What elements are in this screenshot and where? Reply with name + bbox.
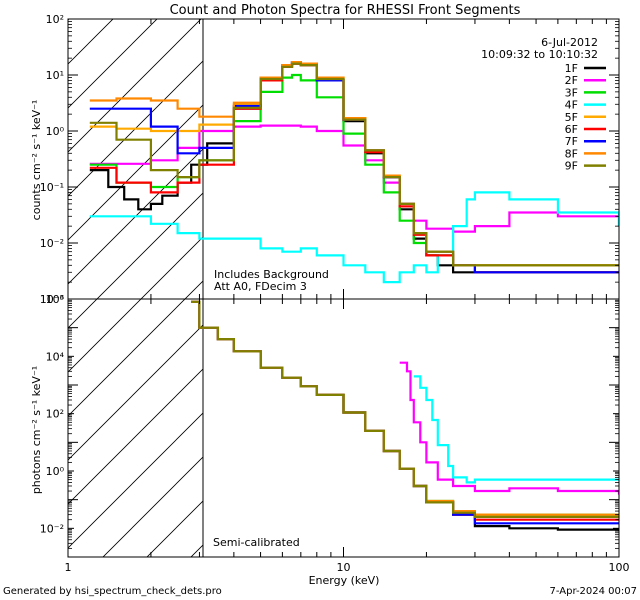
y-tick-label: 10⁻² (40, 237, 64, 250)
y-tick-label: 10⁻² (40, 522, 64, 535)
legend-label-4F: 4F (565, 99, 578, 112)
y-tick-label: 10⁴ (46, 350, 65, 363)
y-tick-label: 10² (46, 408, 64, 421)
footer-generator: Generated by hsi_spectrum_check_dets.pro (3, 586, 222, 597)
y-tick-label: 10⁰ (46, 465, 65, 478)
counts-series-4F (89, 191, 619, 284)
photons-series-3F (191, 300, 619, 516)
legend-label-5F: 5F (565, 111, 578, 124)
attenuator-note: Att A0, FDecim 3 (214, 280, 307, 293)
hatched-region-top (68, 19, 203, 299)
x-tick-label: 1 (65, 561, 72, 574)
photons-series-8F (191, 300, 619, 516)
y-tick-label: 10¹ (46, 69, 64, 82)
y-tick-label: 10² (46, 13, 64, 26)
x-tick-label: 100 (609, 561, 630, 574)
legend-label-3F: 3F (565, 86, 578, 99)
photons-series-4F (413, 375, 619, 484)
y-tick-label: 10⁻³ (40, 293, 64, 306)
legend-label-1F: 1F (565, 62, 578, 75)
date-label: 6-Jul-2012 (541, 36, 598, 49)
time-range-label: 10:09:32 to 10:10:32 (481, 48, 598, 61)
x-axis-label: Energy (keV) (309, 574, 380, 587)
photons-series-6F (191, 300, 619, 521)
photons-panel: 10⁻² 10⁰ 10² 10⁴ 10⁶ 1 10 100 Semi-calibrated p… (30, 293, 630, 574)
y-tick-label: 10⁰ (46, 125, 65, 138)
photons-series-2F (399, 361, 619, 495)
y-tick-label: 10⁶ (46, 293, 65, 306)
semi-calibrated-note: Semi-calibrated (213, 536, 300, 549)
counts-panel: 10⁻³ 10⁻² 10⁻¹ 10⁰ 10¹ 10² 6-Jul-2012 10:09:3… (30, 13, 620, 306)
legend-label-7F: 7F (565, 135, 578, 148)
photons-series-9F (191, 300, 619, 518)
photons-series-7F (191, 300, 619, 525)
counts-y-axis-label: counts cm⁻² s⁻¹ keV⁻¹ (30, 100, 43, 221)
legend-label-6F: 6F (565, 123, 578, 136)
background-note: Includes Background (214, 268, 329, 281)
y-tick-label: 10⁻¹ (40, 181, 64, 194)
photons-series-5F (191, 300, 619, 518)
photons-y-axis-label: photons cm⁻² s⁻¹ keV⁻¹ (30, 366, 43, 494)
photons-series-1F (191, 300, 619, 532)
legend-label-8F: 8F (565, 147, 578, 160)
footer-timestamp: 7-Apr-2024 00:07 (550, 586, 637, 597)
x-tick-label: 10 (337, 561, 351, 574)
counts-series-9F (89, 62, 619, 267)
legend-label-9F: 9F (565, 160, 578, 173)
legend-label-2F: 2F (565, 74, 578, 87)
hatched-region-bottom (68, 299, 203, 557)
figure-title: Count and Photon Spectra for RHESSI Fron… (170, 3, 521, 18)
